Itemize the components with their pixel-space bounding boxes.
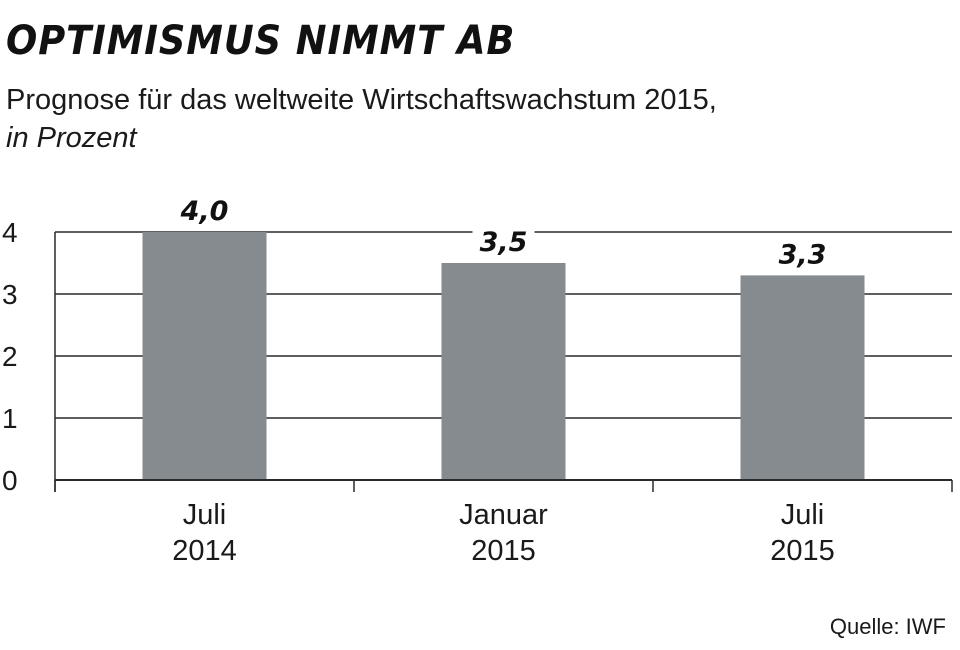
x-tick-label: 2015 <box>471 535 536 567</box>
x-tick-label: 2015 <box>770 535 835 567</box>
value-label: 4,0 <box>180 196 229 227</box>
y-tick-label: 0 <box>2 465 18 496</box>
bar <box>142 232 267 480</box>
chart-title: OPTIMISMUS NIMMT AB <box>6 18 516 64</box>
x-axis <box>54 232 953 492</box>
value-label-background <box>472 223 535 257</box>
labels: 0 1 2 3 4 4,0 Juli 2014 3,5 Januar 2015 3,3 Juli 2015 <box>2 196 835 567</box>
x-tick-label: Januar <box>459 499 548 531</box>
value-label-background <box>771 235 834 270</box>
y-tick-label: 1 <box>2 403 18 434</box>
source-note: Quelle: IWF <box>829 614 946 639</box>
chart-unit: in Prozent <box>6 122 137 154</box>
bars <box>142 192 865 480</box>
y-tick-label: 4 <box>2 217 18 248</box>
x-tick-label: Juli <box>781 499 825 531</box>
x-tick-label: Juli <box>183 499 227 531</box>
chart-subtitle: Prognose für das weltweite Wirtschaftswa… <box>6 84 717 116</box>
value-label: 3,3 <box>779 239 827 270</box>
bar <box>740 275 865 480</box>
value-label-background <box>173 192 236 226</box>
y-tick-label: 3 <box>2 279 18 310</box>
y-tick-label: 2 <box>2 341 18 372</box>
value-label: 3,5 <box>480 227 528 258</box>
bar <box>441 263 566 480</box>
x-tick-label: 2014 <box>172 535 237 567</box>
